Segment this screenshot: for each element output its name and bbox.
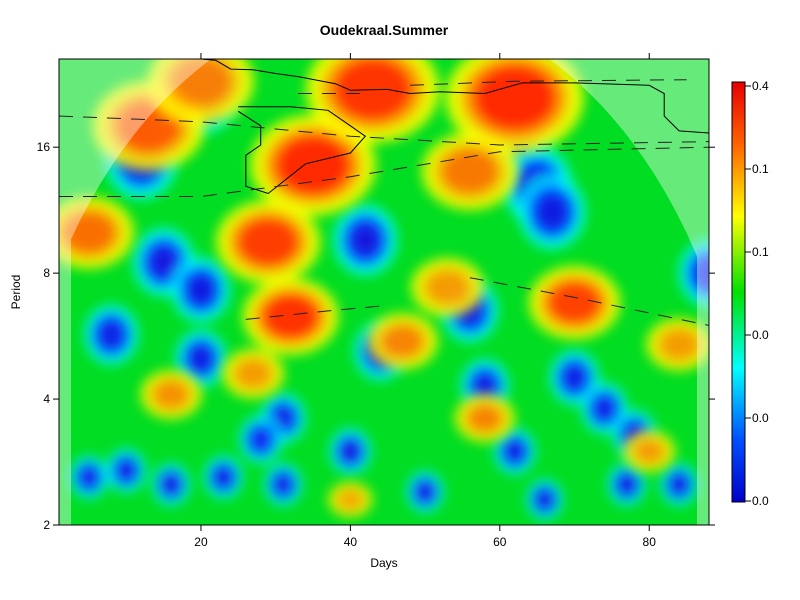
low-power-core	[416, 482, 434, 502]
colorbar-tick-label: 0.0	[752, 328, 769, 342]
x-tick-label: 20	[194, 535, 208, 549]
x-tick-label: 60	[493, 535, 507, 549]
x-tick-label: 80	[643, 535, 657, 549]
power-core	[467, 403, 503, 433]
low-power-core	[695, 258, 709, 289]
colorbar-ticks: 0.4 0.1 0.1 0.0 0.0 0.0	[745, 79, 769, 508]
high-power-regions	[59, 59, 709, 518]
power-ridge-lines	[59, 79, 709, 326]
colorbar-tick-label: 0.4	[752, 79, 769, 93]
low-power-core	[189, 345, 213, 372]
x-axis-label: Days	[370, 556, 397, 570]
low-power-core	[149, 246, 178, 278]
low-power-core	[537, 195, 567, 229]
low-power-core	[618, 475, 636, 494]
low-power-core	[162, 475, 180, 494]
x-axis: 20 40 60 80	[194, 53, 656, 549]
low-power-core	[251, 429, 271, 451]
low-power-core	[594, 396, 615, 420]
power-core	[237, 216, 300, 267]
low-power-core	[214, 467, 233, 487]
low-power-core	[341, 441, 360, 462]
chart-title: Oudekraal.Summer	[320, 22, 449, 38]
significance-contours	[200, 59, 709, 195]
y-tick-label: 4	[43, 392, 50, 406]
power-core	[425, 269, 470, 305]
low-power-core	[474, 373, 496, 398]
low-power-core	[670, 475, 688, 494]
power-core	[261, 293, 320, 340]
ridge-line	[245, 304, 388, 320]
ridge-line	[410, 79, 687, 86]
power-core	[441, 148, 499, 195]
ridge-line	[469, 277, 709, 326]
ridge-line	[59, 146, 709, 197]
colorbar-tick-label: 0.0	[752, 411, 769, 425]
power-core	[547, 280, 602, 325]
power-core	[381, 324, 424, 358]
cone-of-influence	[59, 59, 709, 525]
low-power-core	[187, 275, 214, 305]
x-tick-label: 40	[344, 535, 358, 549]
low-power-core	[536, 490, 553, 509]
low-power-core	[117, 460, 136, 481]
colorbar-tick-label: 0.1	[752, 245, 769, 259]
power-core	[152, 380, 190, 410]
low-power-core	[99, 321, 124, 349]
y-tick-label: 2	[43, 518, 50, 532]
heatmap-area	[59, 59, 709, 525]
power-core	[659, 328, 699, 361]
low-power-core	[273, 407, 294, 430]
power-core	[234, 358, 272, 389]
cone-shading	[59, 59, 709, 525]
significance-contour	[200, 59, 709, 134]
low-power-core	[274, 475, 292, 494]
colorbar-tick-label: 0.0	[752, 494, 769, 508]
plot-frame	[58, 58, 710, 526]
y-tick-label: 16	[37, 140, 51, 154]
colorbar-tick-label: 0.1	[752, 162, 769, 176]
low-power-core	[505, 441, 525, 462]
power-core	[275, 134, 351, 196]
power-core	[61, 210, 116, 255]
power-core	[169, 59, 233, 107]
low-power-core	[351, 224, 380, 256]
y-axis-label: Period	[9, 275, 23, 310]
power-core	[473, 64, 557, 131]
y-axis: 2 4 8 16	[37, 140, 715, 532]
power-core	[633, 438, 665, 464]
ridge-line	[59, 115, 709, 146]
y-tick-label: 8	[43, 266, 50, 280]
colorbar	[731, 81, 746, 503]
low-power-core	[563, 365, 586, 390]
low-power-core	[80, 467, 98, 487]
significance-contour	[238, 106, 367, 195]
power-core	[337, 489, 364, 511]
